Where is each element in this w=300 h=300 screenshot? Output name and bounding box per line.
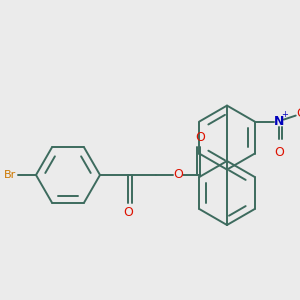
Text: O: O	[296, 107, 300, 120]
Text: N: N	[274, 115, 284, 128]
Text: Br: Br	[4, 170, 16, 180]
Text: O: O	[123, 206, 133, 219]
Text: O: O	[274, 146, 284, 159]
Text: O: O	[195, 131, 205, 144]
Text: O: O	[173, 169, 183, 182]
Text: +: +	[281, 110, 288, 119]
